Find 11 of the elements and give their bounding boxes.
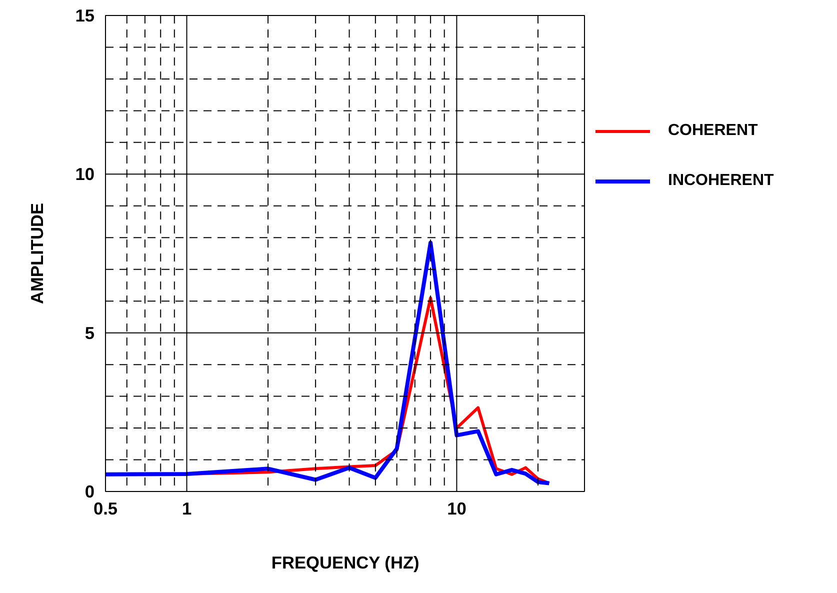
- y-tick-label: 5: [84, 322, 95, 343]
- x-tick-label: 10: [447, 498, 466, 518]
- x-tick-label: 0.5: [93, 498, 118, 518]
- legend-label: INCOHERENT: [668, 172, 774, 190]
- x-tick-label: 1: [182, 498, 192, 518]
- y-axis-title: AMPLITUDE: [27, 202, 48, 304]
- legend-label: COHERENT: [668, 122, 758, 140]
- y-tick-label: 0: [84, 482, 95, 502]
- x-axis-title: FREQUENCY (HZ): [271, 552, 420, 572]
- y-tick-label: 15: [75, 6, 95, 26]
- y-tick-label: 10: [75, 164, 95, 184]
